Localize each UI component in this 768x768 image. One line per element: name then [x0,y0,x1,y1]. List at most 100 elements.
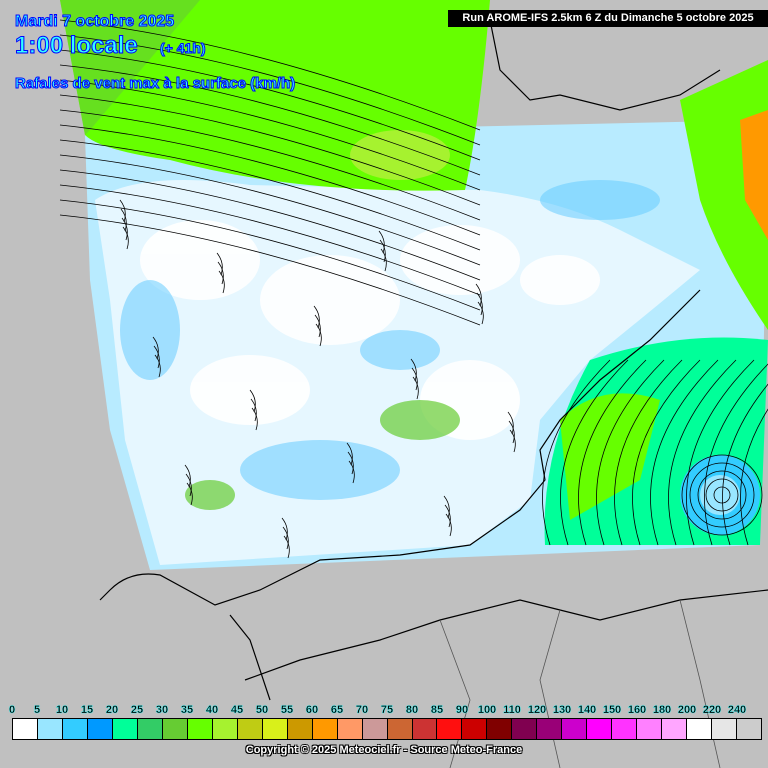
legend-label: 5 [33,704,41,716]
copyright: Copyright © 2025 Meteociel.fr - Source M… [245,744,523,756]
legend-swatch [512,719,538,739]
streamline [379,239,386,263]
legend-swatch [662,719,688,739]
streamline [122,226,129,250]
legend-swatch [612,719,638,739]
cyclone-streamline [689,462,755,528]
streamline [59,199,481,311]
legend-label: 75 [380,704,394,716]
legend-label: 180 [652,704,672,716]
streamline [614,359,683,546]
streamline [560,359,629,546]
legend-swatch [462,719,488,739]
streamline [444,504,451,528]
legend-label: 60 [305,704,319,716]
lead-time: (+ 41h) [160,40,207,57]
streamline [59,94,481,206]
streamline [347,451,354,475]
run-info: Run AROME-IFS 2.5km 6 Z du Dimanche 5 oc… [448,10,768,27]
streamline [346,442,353,466]
streamline [704,363,768,546]
streamline [218,270,225,294]
streamline [475,283,482,307]
streamline [650,359,719,546]
streamline [185,473,192,497]
streamline [722,383,768,546]
streamline [410,358,417,382]
streamline [119,199,126,223]
cyclone-streamline [713,486,731,504]
legend-label: 120 [527,704,547,716]
legend-label: 200 [677,704,697,716]
legend-swatch [312,719,338,739]
forecast-date: Mardi 7 octobre 2025 [14,13,175,31]
legend-label: 55 [280,704,294,716]
legend-swatch [37,719,63,739]
streamline [313,305,320,329]
streamline [59,154,481,266]
legend-label: 15 [80,704,94,716]
streamline [59,109,481,221]
streamline [668,359,737,546]
streamline [59,184,481,296]
forecast-time: 1:00 locale [15,32,139,60]
streamline [282,526,289,550]
legend-swatch [162,719,188,739]
legend-label: 45 [230,704,244,716]
streamline [121,217,128,241]
legend-label: 40 [205,704,219,716]
legend-label: 140 [577,704,597,716]
legend-swatch [437,719,463,739]
legend-swatch [212,719,238,739]
streamline [59,34,481,146]
streamline [508,420,515,444]
legend-label: 160 [627,704,647,716]
legend-swatch [237,719,263,739]
cyclone-streamline [705,478,739,512]
streamline [740,408,768,546]
legend-swatch [337,719,363,739]
streamline [59,64,481,176]
streamline [217,261,224,285]
streamline [251,407,258,431]
streamline [153,345,160,369]
legend-swatch [187,719,213,739]
legend-label: 85 [430,704,444,716]
legend-label: 35 [180,704,194,716]
streamline [509,429,516,453]
legend-swatch [137,719,163,739]
legend-label: 100 [477,704,497,716]
legend-label: 150 [602,704,622,716]
legend-label: 50 [255,704,269,716]
legend-label: 65 [330,704,344,716]
streamline [380,248,387,272]
legend-labels: 0 5 10 15 20 25 30 35 40 45 50 55 60 65 70 75 80 85 90 100 1… [0,704,768,718]
streamline [59,19,481,131]
legend-label: 220 [702,704,722,716]
streamline [542,359,611,546]
streamline [154,354,161,378]
legend-swatch [562,719,588,739]
legend-swatch [362,719,388,739]
streamline [477,301,484,325]
legend-swatch [262,719,288,739]
legend-swatch [62,719,88,739]
streamline [216,252,223,276]
legend-swatch [587,719,613,739]
legend-swatch [712,719,738,739]
streamline [250,398,257,422]
streamline [59,139,481,251]
streamline [507,411,514,435]
streamline [445,513,452,537]
streamline [59,124,481,236]
cyclone-streamline [681,454,763,536]
streamline [249,389,256,413]
legend-swatch [87,719,113,739]
legend-label: 20 [105,704,119,716]
legend-label: 90 [455,704,469,716]
color-legend [12,718,762,740]
streamline [59,214,481,326]
streamline [59,79,481,191]
streamline [314,314,321,338]
